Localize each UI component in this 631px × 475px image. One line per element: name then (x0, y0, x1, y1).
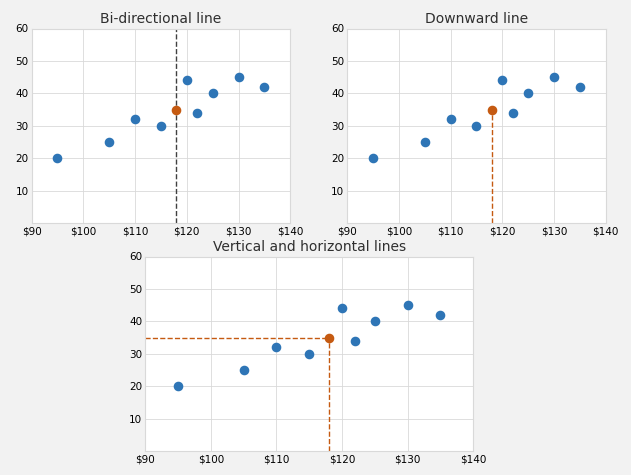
Point (172, 106, 182, 114)
Point (368, 154, 378, 162)
Point (208, 90, 218, 97)
Point (497, 76, 507, 84)
Title: Bi-directional line: Bi-directional line (100, 12, 221, 26)
Point (523, 90, 533, 97)
Point (259, 83, 269, 91)
Point (445, 115, 456, 123)
Point (271, 343, 281, 351)
Point (487, 106, 497, 114)
Point (156, 122, 166, 130)
Point (324, 334, 334, 342)
Point (575, 83, 585, 91)
Title: Vertical and horizontal lines: Vertical and horizontal lines (213, 240, 406, 254)
Point (370, 318, 380, 325)
Point (507, 109, 517, 117)
Point (420, 138, 430, 146)
Point (471, 122, 481, 130)
Point (233, 73, 244, 81)
Point (350, 337, 360, 345)
Title: Downward line: Downward line (425, 12, 528, 26)
Point (549, 73, 559, 81)
Point (192, 109, 202, 117)
Point (130, 115, 140, 123)
Point (403, 302, 413, 309)
Point (52, 154, 62, 162)
Point (304, 350, 314, 358)
Point (337, 304, 347, 312)
Point (182, 76, 192, 84)
Point (104, 138, 114, 146)
Point (435, 311, 445, 319)
Point (173, 382, 183, 390)
Point (239, 366, 249, 374)
